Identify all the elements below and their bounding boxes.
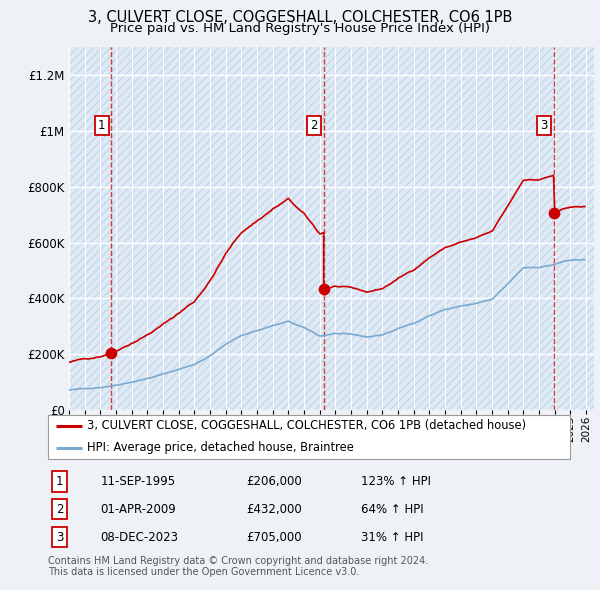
Text: Price paid vs. HM Land Registry's House Price Index (HPI): Price paid vs. HM Land Registry's House … — [110, 22, 490, 35]
Text: £206,000: £206,000 — [247, 475, 302, 488]
Text: £432,000: £432,000 — [247, 503, 302, 516]
Point — [549, 208, 559, 218]
Text: 31% ↑ HPI: 31% ↑ HPI — [361, 530, 424, 543]
Text: Contains HM Land Registry data © Crown copyright and database right 2024.
This d: Contains HM Land Registry data © Crown c… — [48, 556, 428, 578]
Text: 08-DEC-2023: 08-DEC-2023 — [100, 530, 178, 543]
Text: 3: 3 — [56, 530, 63, 543]
Text: 11-SEP-1995: 11-SEP-1995 — [100, 475, 175, 488]
Text: 64% ↑ HPI: 64% ↑ HPI — [361, 503, 424, 516]
Text: HPI: Average price, detached house, Braintree: HPI: Average price, detached house, Brai… — [87, 441, 354, 454]
Text: 3: 3 — [541, 119, 548, 132]
Text: 3, CULVERT CLOSE, COGGESHALL, COLCHESTER, CO6 1PB: 3, CULVERT CLOSE, COGGESHALL, COLCHESTER… — [88, 10, 512, 25]
Text: 01-APR-2009: 01-APR-2009 — [100, 503, 176, 516]
Text: 2: 2 — [311, 119, 318, 132]
Text: 3, CULVERT CLOSE, COGGESHALL, COLCHESTER, CO6 1PB (detached house): 3, CULVERT CLOSE, COGGESHALL, COLCHESTER… — [87, 419, 526, 432]
Text: 1: 1 — [98, 119, 106, 132]
Point — [319, 285, 328, 294]
Text: 2: 2 — [56, 503, 63, 516]
Text: 1: 1 — [56, 475, 63, 488]
Text: 123% ↑ HPI: 123% ↑ HPI — [361, 475, 431, 488]
Text: £705,000: £705,000 — [247, 530, 302, 543]
Point — [106, 348, 116, 358]
